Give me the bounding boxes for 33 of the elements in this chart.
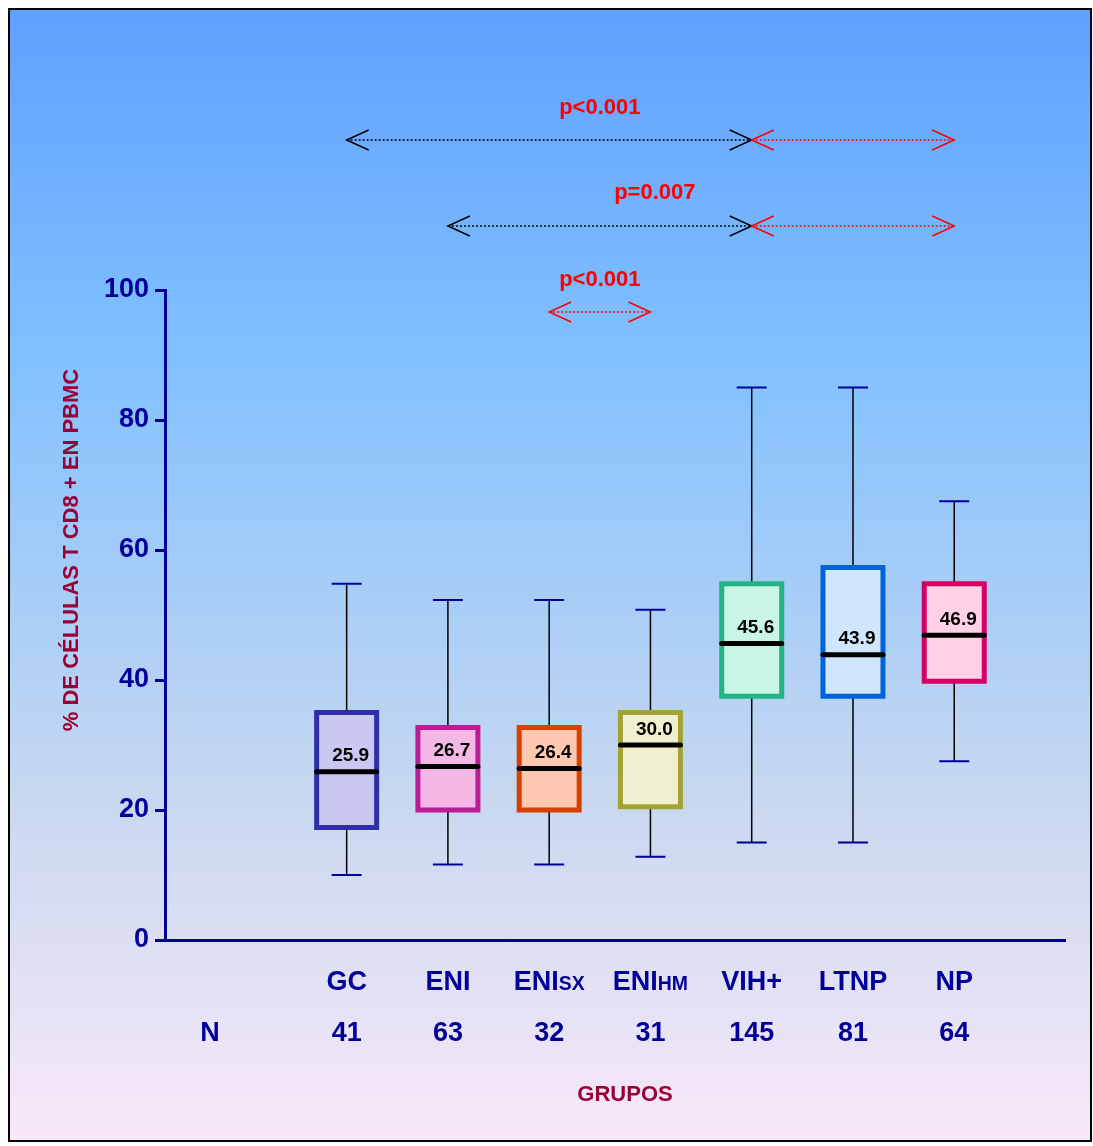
x-tick-label: ENISX bbox=[513, 966, 585, 996]
text: 64 bbox=[939, 1017, 970, 1047]
text: 31 bbox=[635, 1017, 666, 1047]
x-tick-label: NP bbox=[935, 966, 973, 996]
text: p<0.001 bbox=[559, 94, 641, 119]
x-tick-label: ENI bbox=[425, 966, 471, 996]
y-tick-label: 60 bbox=[118, 533, 149, 564]
text: 25.9 bbox=[332, 744, 370, 766]
y-tick-label: 0 bbox=[133, 923, 149, 954]
y-tick-label: 100 bbox=[103, 273, 149, 304]
text: 30.0 bbox=[635, 717, 673, 739]
text: 41 bbox=[331, 1017, 362, 1047]
text: 46.9 bbox=[939, 607, 977, 629]
text: 45.6 bbox=[737, 616, 775, 638]
text: 32 bbox=[534, 1017, 565, 1047]
y-tick-label: 40 bbox=[118, 663, 149, 694]
text: 81 bbox=[837, 1017, 869, 1047]
x-tick-label: GC bbox=[326, 966, 367, 996]
annotation: p<0.001 bbox=[559, 266, 641, 291]
text: 145 bbox=[729, 1017, 775, 1047]
text: 26.4 bbox=[534, 741, 572, 763]
x-tick-label: VIH+ bbox=[721, 966, 783, 996]
text: 26.7 bbox=[433, 739, 471, 761]
text: 63 bbox=[432, 1017, 463, 1047]
text: p=0.007 bbox=[614, 179, 696, 204]
x-axis-title: GRUPOS bbox=[577, 1081, 673, 1106]
y-tick-label: 80 bbox=[118, 403, 149, 434]
text: N bbox=[200, 1017, 220, 1047]
x-tick-label: ENIHM bbox=[612, 966, 689, 996]
y-axis-title: % DE CÉLULAS T CD8 + EN PBMC bbox=[58, 368, 83, 732]
x-tick-label: LTNP bbox=[818, 966, 888, 996]
y-tick-label: 20 bbox=[118, 793, 149, 824]
text: 43.9 bbox=[838, 627, 876, 649]
